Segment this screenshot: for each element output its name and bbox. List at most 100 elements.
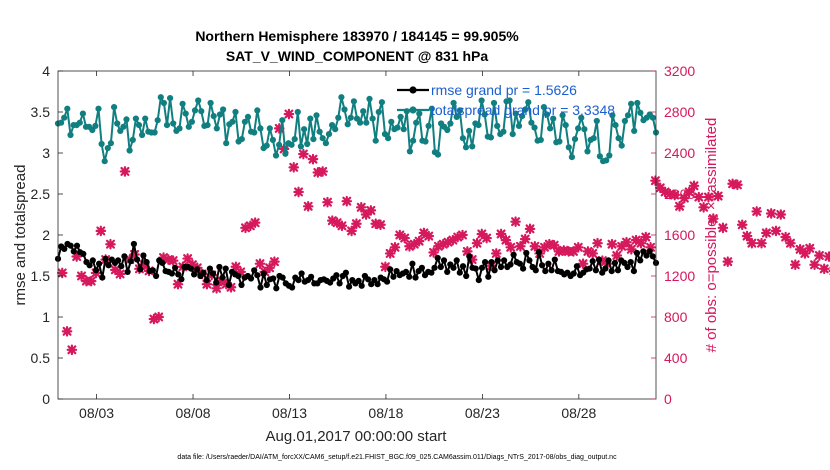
obs-marker	[785, 237, 796, 249]
totalspread-point	[531, 124, 538, 131]
rmse-point	[434, 254, 441, 262]
x-axis: 08/03 08/08 08/13 08/18 08/23 08/28	[79, 71, 597, 421]
totalspread-point	[469, 143, 476, 150]
totalspread-point	[634, 99, 641, 107]
obs-marker	[717, 222, 729, 234]
obs-marker	[722, 256, 734, 267]
rmse-point	[542, 268, 549, 275]
obs-marker	[577, 258, 589, 269]
x-axis-label: Aug.01,2017 00:00:00 start	[266, 428, 448, 445]
rmse-point	[222, 265, 229, 272]
rmse-point	[532, 267, 539, 274]
obs-marker	[312, 167, 324, 178]
obs-marker	[211, 283, 222, 294]
obs-marker	[727, 178, 738, 190]
legend-spread-label: totalspread grand pr = 3.3348	[431, 102, 615, 118]
rmse-point	[216, 263, 223, 271]
obs-marker	[688, 180, 700, 192]
rmse-point	[251, 267, 258, 274]
totalspread-point	[649, 114, 657, 121]
rmse-point	[539, 262, 546, 269]
totalspread-point	[372, 137, 379, 144]
rmse-point	[482, 259, 489, 266]
totalspread-point	[282, 150, 289, 157]
totalspread-point	[185, 123, 192, 130]
rmse-point	[159, 259, 166, 266]
rmse-point	[475, 277, 482, 284]
totalspread-point	[475, 122, 482, 129]
totalspread-point	[307, 115, 314, 122]
rmse-point	[418, 264, 425, 271]
y-right-tick-label: 3200	[664, 63, 695, 79]
totalspread-point	[210, 113, 217, 120]
totalspread-point	[139, 131, 146, 139]
totalspread-point	[126, 147, 133, 154]
rmse-point	[80, 250, 87, 257]
obs-marker	[741, 230, 753, 242]
x-tick-label: 08/03	[79, 405, 114, 421]
totalspread-point	[519, 113, 526, 120]
obs-marker	[322, 196, 333, 208]
y-right-tick-label: 1600	[664, 227, 695, 243]
totalspread-point	[263, 142, 270, 149]
rmse-point	[611, 259, 619, 266]
obs-marker	[640, 231, 652, 243]
y-axis-left: 0 0.5 1 1.5 2 2.5 3 3.5 4	[31, 63, 63, 407]
obs-marker	[138, 259, 150, 271]
y-right-tick-label: 2800	[664, 104, 695, 120]
rmse-point	[270, 275, 277, 282]
rmse-point	[355, 277, 362, 284]
totalspread-point	[207, 99, 214, 107]
obs-marker	[283, 108, 295, 120]
obs-marker	[471, 237, 483, 249]
obs-marker	[375, 219, 386, 231]
rmse-point	[573, 263, 581, 270]
totalspread-point	[269, 136, 276, 143]
totalspread-point	[170, 120, 177, 127]
totalspread-point	[301, 126, 308, 133]
legend-rmse-label: rmse grand pr = 1.5626	[431, 82, 577, 98]
totalspread-point	[76, 119, 83, 126]
obs-marker	[56, 267, 68, 279]
rmse-point	[592, 267, 600, 274]
obs-marker	[698, 202, 709, 213]
rmse-point	[134, 256, 141, 263]
obs-marker	[346, 225, 357, 237]
rmse-point	[336, 280, 343, 287]
y-right-tick-label: 2000	[664, 186, 695, 202]
rmse-point	[96, 260, 103, 267]
rmse-point	[238, 281, 245, 289]
obs-marker	[712, 190, 724, 202]
totalspread-point	[571, 136, 579, 143]
rmse-point	[412, 274, 419, 281]
totalspread-point	[416, 110, 423, 117]
obs-marker	[355, 202, 367, 213]
obs-marker	[341, 195, 353, 207]
totalspread-point	[581, 126, 588, 133]
y-right-tick-label: 1200	[664, 268, 695, 284]
rmse-point	[608, 268, 615, 275]
rmse-point	[472, 265, 479, 272]
obs-marker	[664, 188, 676, 200]
obs-marker	[201, 278, 213, 290]
y-tick-label: 3.5	[31, 104, 51, 120]
totalspread-point	[179, 100, 186, 107]
totalspread-point	[244, 113, 252, 120]
totalspread-point	[444, 126, 451, 134]
obs-marker	[336, 220, 348, 232]
totalspread-point	[618, 142, 625, 149]
obs-marker	[592, 237, 603, 249]
rmse-point	[586, 265, 593, 272]
obs-marker	[172, 278, 184, 290]
totalspread-point	[288, 141, 295, 148]
obs-marker	[606, 238, 618, 250]
rmse-point	[105, 262, 112, 269]
totalspread-point	[101, 158, 108, 165]
obs-marker	[404, 240, 415, 252]
rmse-point	[219, 274, 226, 281]
totalspread-point	[332, 126, 339, 133]
y-axis-right-label: # of obs: o=possible; ×=assimilated	[703, 118, 720, 353]
rmse-point	[260, 270, 267, 277]
totalspread-point	[584, 148, 591, 155]
obs-marker	[423, 230, 435, 242]
